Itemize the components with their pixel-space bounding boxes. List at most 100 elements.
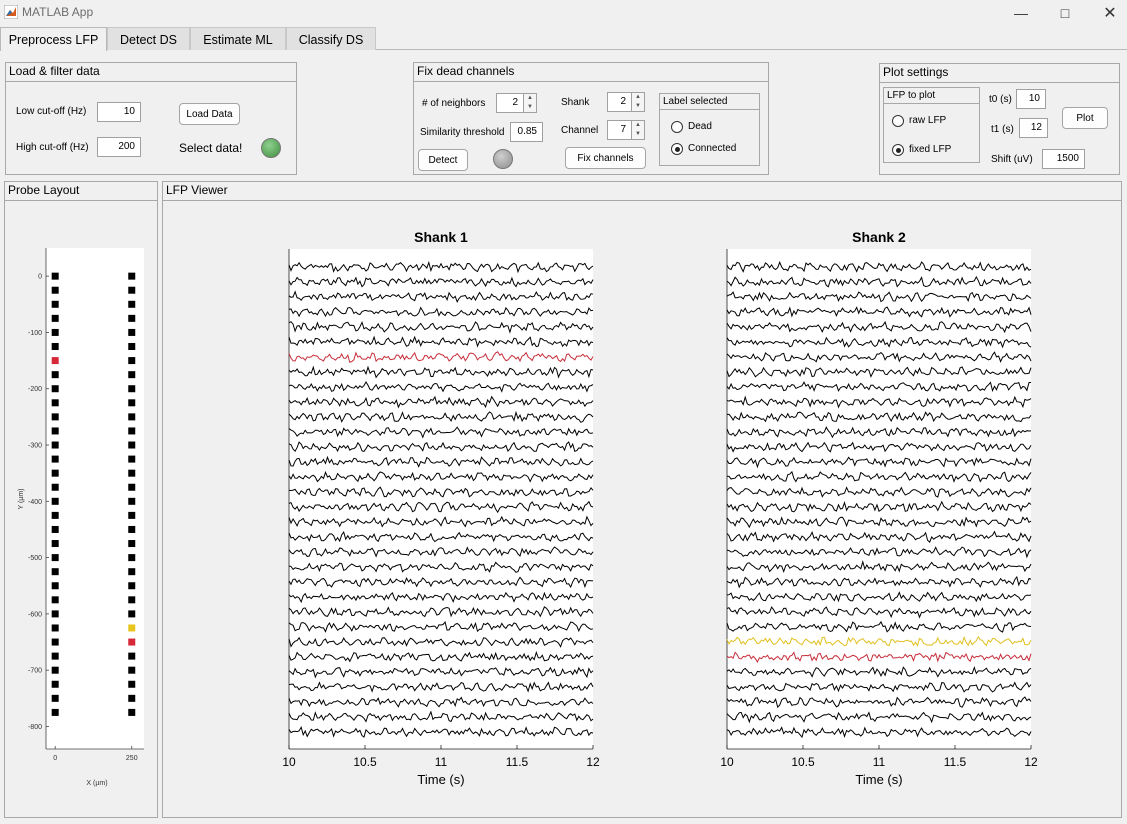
lfp-trace[interactable] [726,470,1032,483]
lfp-trace[interactable] [288,410,594,423]
lfp-trace[interactable] [288,666,594,679]
lfp-trace[interactable] [726,320,1032,334]
connected-radio-label[interactable]: Connected [688,143,737,154]
lfp-trace[interactable] [726,381,1032,393]
fixed-lfp-radio[interactable] [892,144,904,156]
tab-estimate-ml[interactable]: Estimate ML [190,27,286,50]
lfp-trace[interactable] [726,411,1032,423]
load-data-button[interactable]: Load Data [179,103,240,125]
lfp-trace[interactable] [288,681,594,693]
lfp-trace[interactable] [288,381,594,393]
lfp-trace[interactable] [288,260,594,274]
tab-classify-ds[interactable]: Classify DS [286,27,376,50]
dead-lfp-trace[interactable] [288,351,594,363]
electrode-site[interactable] [51,328,59,336]
electrode-site[interactable] [128,483,136,491]
electrode-site[interactable] [51,638,59,646]
electrode-site[interactable] [51,300,59,308]
electrode-site[interactable] [51,708,59,716]
lfp-trace[interactable] [288,306,594,318]
electrode-site[interactable] [128,582,136,590]
electrode-site[interactable] [128,357,136,365]
minimize-icon[interactable]: — [1014,5,1028,21]
electrode-site[interactable] [51,497,59,505]
lfp-trace[interactable] [288,606,594,618]
high-cutoff-field[interactable]: 200 [97,137,141,157]
lfp-trace[interactable] [726,456,1032,469]
lfp-trace[interactable] [726,696,1032,709]
lfp-trace[interactable] [288,455,594,468]
neighbors-field[interactable]: 2 [496,93,524,113]
electrode-site[interactable] [128,610,136,618]
electrode-site[interactable] [128,300,136,308]
electrode-site[interactable] [128,525,136,533]
lfp-trace[interactable] [726,500,1032,513]
close-icon[interactable]: ✕ [1103,5,1117,22]
lfp-trace[interactable] [726,726,1032,739]
electrode-site[interactable] [128,399,136,407]
dead-lfp-trace[interactable] [726,651,1032,664]
lfp-trace[interactable] [726,275,1032,288]
lfp-trace[interactable] [726,336,1032,349]
lfp-trace[interactable] [726,606,1032,619]
electrode-site[interactable] [128,554,136,562]
lfp-trace[interactable] [726,711,1032,724]
electrode-site[interactable] [128,680,136,688]
lfp-trace[interactable] [726,559,1032,573]
electrode-site[interactable] [128,385,136,393]
electrode-site[interactable] [51,624,59,632]
channel-spinner[interactable]: ▲ ▼ [632,120,645,140]
lfp-trace[interactable] [288,515,594,528]
electrode-site[interactable] [51,385,59,393]
lfp-trace[interactable] [288,636,594,648]
lfp-trace[interactable] [726,260,1032,273]
lfp-trace[interactable] [726,291,1032,303]
shift-field[interactable]: 1500 [1042,149,1085,169]
tab-detect-ds[interactable]: Detect DS [107,27,190,50]
electrode-site[interactable] [51,286,59,294]
electrode-site[interactable] [51,652,59,660]
fixed-lfp-radio-label[interactable]: fixed LFP [909,144,952,155]
electrode-site[interactable] [128,511,136,519]
lfp-trace[interactable] [288,530,594,543]
raw-lfp-radio[interactable] [892,115,904,127]
electrode-site[interactable] [51,554,59,562]
t0-field[interactable]: 10 [1016,89,1046,109]
low-cutoff-field[interactable]: 10 [97,102,141,122]
lfp-trace[interactable] [288,441,594,453]
electrode-site[interactable] [128,455,136,463]
lfp-trace[interactable] [288,290,594,303]
electrode-site[interactable] [51,540,59,548]
lfp-trace[interactable] [288,321,594,334]
electrode-site[interactable] [51,455,59,463]
electrode-site[interactable] [128,441,136,449]
dead-radio[interactable] [671,121,683,133]
plot-button[interactable]: Plot [1062,107,1108,129]
neighbors-spinner[interactable]: ▲ ▼ [524,93,537,113]
electrode-site[interactable] [128,286,136,294]
electrode-site[interactable] [128,708,136,716]
lfp-trace[interactable] [288,650,594,663]
electrode-site[interactable] [51,582,59,590]
dead-radio-label[interactable]: Dead [688,121,712,132]
lfp-trace[interactable] [726,395,1032,409]
lfp-trace[interactable] [288,710,594,723]
lfp-trace[interactable] [288,276,594,288]
lfp-trace[interactable] [288,486,594,498]
channel-field[interactable]: 7 [607,120,632,140]
electrode-site[interactable] [51,413,59,421]
electrode-site[interactable] [128,497,136,505]
dead-electrode-site[interactable] [51,357,59,365]
shank-field[interactable]: 2 [607,92,632,112]
electrode-site[interactable] [128,469,136,477]
lfp-trace[interactable] [726,306,1032,318]
lfp-trace[interactable] [726,681,1032,693]
maximize-icon[interactable]: □ [1060,5,1070,21]
electrode-site[interactable] [51,525,59,533]
lfp-trace[interactable] [726,351,1032,363]
electrode-site[interactable] [51,610,59,618]
electrode-site[interactable] [128,328,136,336]
electrode-site[interactable] [51,314,59,322]
lfp-trace[interactable] [288,335,594,348]
selected-lfp-trace[interactable] [726,635,1032,647]
